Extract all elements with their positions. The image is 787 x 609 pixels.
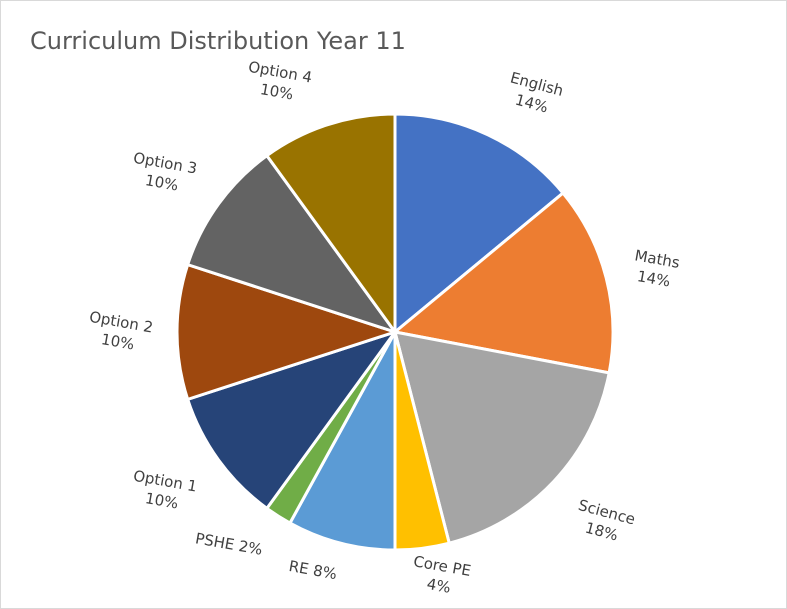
pie-slice-english: [393, 112, 565, 334]
slice-percent-label: 4%: [425, 575, 452, 597]
slice-name-label: RE 8%: [287, 557, 338, 583]
slice-name-label: Option 3: [132, 149, 199, 178]
data-label-re: RE 8%: [287, 557, 338, 583]
chart-title: Curriculum Distribution Year 11: [30, 27, 406, 55]
data-label-option-4: Option 410%: [247, 58, 314, 104]
slice-name-label: Option 1: [132, 467, 199, 496]
slice-percent-label: 10%: [100, 330, 136, 354]
pie-slice-science: [393, 330, 611, 545]
slice-name-label: Core PE: [412, 552, 472, 580]
slice-name-label: Option 4: [247, 58, 314, 87]
data-label-core-pe: Core PE4%: [412, 552, 472, 597]
pie-slice-option-1: [186, 330, 397, 510]
data-label-option-3: Option 310%: [132, 149, 199, 195]
data-label-option-2: Option 210%: [88, 308, 155, 354]
slice-percent-label: 10%: [144, 171, 180, 195]
pie-slice-option-2: [175, 263, 397, 401]
data-label-pshe: PSHE 2%: [194, 529, 264, 559]
slice-name-label: PSHE 2%: [194, 529, 264, 559]
slice-percent-label: 10%: [259, 80, 295, 104]
slice-percent-label: 10%: [144, 489, 180, 513]
slice-name-label: Option 2: [88, 308, 155, 337]
data-label-option-1: Option 110%: [132, 467, 199, 513]
pie-slice-option-4: [265, 112, 397, 334]
pie-slice-option-3: [186, 154, 397, 334]
pie-slice-re: [288, 330, 397, 552]
slice-percent-label: 14%: [636, 267, 672, 291]
pie-slice-maths: [393, 191, 615, 375]
